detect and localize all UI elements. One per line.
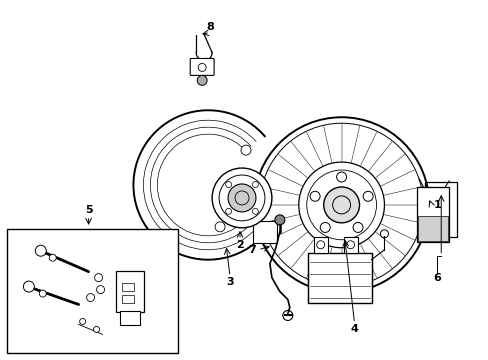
- Text: 1: 1: [432, 200, 440, 210]
- Text: 6: 6: [432, 273, 440, 283]
- Circle shape: [39, 290, 46, 297]
- Bar: [116, 271, 144, 312]
- Circle shape: [215, 222, 224, 232]
- Circle shape: [96, 285, 104, 293]
- Circle shape: [197, 75, 207, 85]
- Bar: [122, 283, 134, 291]
- Circle shape: [86, 293, 94, 302]
- Text: 2: 2: [236, 240, 244, 250]
- Bar: [120, 311, 140, 325]
- Bar: [122, 294, 134, 302]
- Bar: [307, 253, 371, 302]
- Circle shape: [336, 172, 346, 182]
- FancyBboxPatch shape: [190, 58, 214, 75]
- Bar: [7, 229, 178, 353]
- Bar: [416, 187, 448, 242]
- Circle shape: [320, 222, 329, 233]
- Circle shape: [212, 168, 271, 228]
- Bar: [425, 182, 456, 237]
- Circle shape: [253, 117, 428, 293]
- Text: 7: 7: [247, 245, 255, 255]
- Circle shape: [352, 222, 362, 233]
- Circle shape: [93, 327, 100, 332]
- Circle shape: [80, 319, 85, 324]
- Bar: [313, 237, 327, 253]
- Text: 5: 5: [84, 205, 92, 215]
- Text: 4: 4: [350, 324, 358, 334]
- Circle shape: [23, 281, 34, 292]
- Bar: [253, 221, 277, 243]
- Circle shape: [363, 191, 372, 201]
- Circle shape: [49, 254, 56, 261]
- Circle shape: [298, 162, 384, 248]
- Bar: [343, 237, 357, 253]
- Circle shape: [274, 215, 285, 225]
- Circle shape: [241, 145, 250, 155]
- Bar: [417, 216, 447, 241]
- Text: 3: 3: [226, 276, 233, 287]
- Circle shape: [323, 187, 359, 223]
- Circle shape: [35, 245, 46, 256]
- Circle shape: [227, 184, 255, 212]
- Circle shape: [309, 191, 320, 201]
- Text: 8: 8: [206, 22, 214, 32]
- Circle shape: [94, 274, 102, 282]
